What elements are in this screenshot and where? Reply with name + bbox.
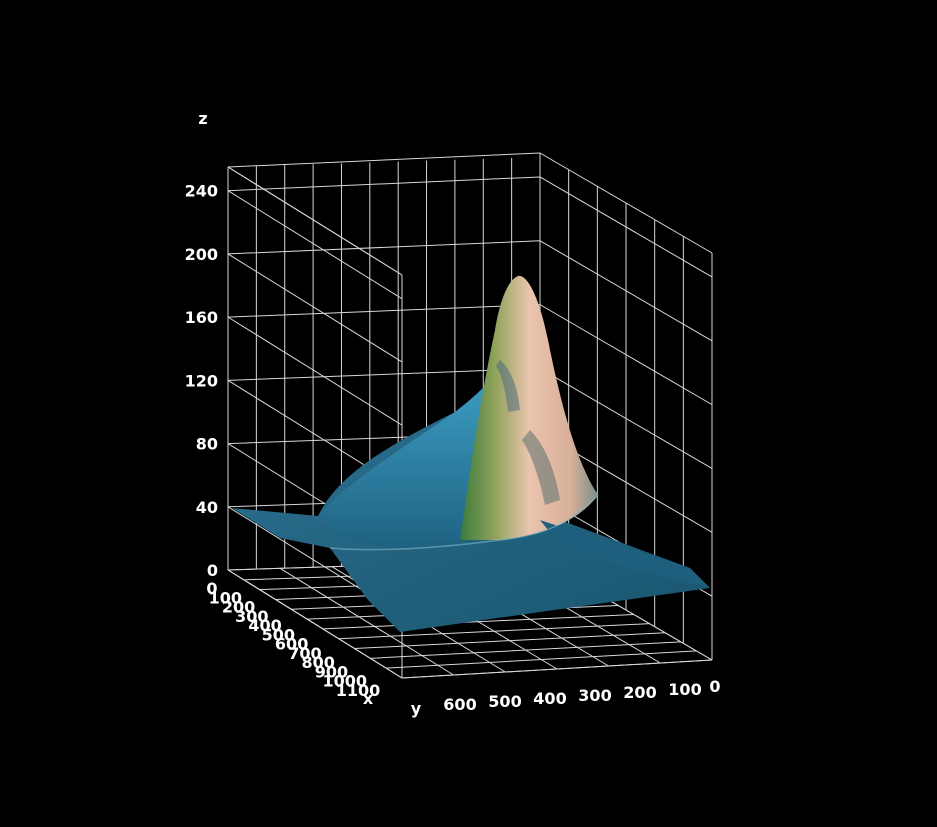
- z-tick-label: 160: [185, 308, 218, 327]
- z-grid-line: [227, 176, 541, 192]
- x-tick-label: 700: [288, 644, 321, 663]
- floor-grid-line: [279, 567, 454, 676]
- surface-shade: [522, 430, 560, 505]
- x-tick-label: 500: [262, 625, 295, 644]
- x-tick-label: 200: [222, 598, 255, 617]
- y-tick-label: 200: [623, 683, 656, 702]
- z-tick-label: 80: [196, 435, 218, 454]
- box-edge: [227, 166, 403, 276]
- y-axis-title: y: [411, 699, 422, 718]
- z-tick-label: 240: [185, 182, 218, 201]
- x-tick-label: 400: [248, 616, 281, 635]
- y-tick-label: 0: [709, 677, 720, 696]
- x-tick-label: 600: [275, 635, 308, 654]
- y-tick-label: 500: [488, 692, 521, 711]
- surface-slope: [318, 380, 505, 548]
- z-grid-line: [227, 304, 541, 318]
- x-tick-label: 1000: [322, 672, 367, 691]
- surface-shade: [496, 360, 520, 412]
- x-tick-label: 0: [206, 579, 217, 598]
- x-tick-label: 800: [301, 653, 334, 672]
- z-grid-line: [227, 152, 541, 168]
- x-tick-label: 300: [235, 607, 268, 626]
- z-grid-line: [227, 253, 403, 363]
- x-axis-title: x: [363, 689, 374, 708]
- box-edge: [401, 659, 713, 679]
- surface-peak: [460, 275, 598, 540]
- z-grid-line: [227, 316, 403, 426]
- surface-mesh: [232, 275, 710, 632]
- z-tick-label: 0: [207, 561, 218, 580]
- y-tick-label: 100: [668, 680, 701, 699]
- y-tick-label: 400: [533, 689, 566, 708]
- y-tick-label: 600: [443, 695, 476, 714]
- x-tick-label: 900: [315, 662, 348, 681]
- z-grid-line: [227, 190, 403, 300]
- surface-lip: [329, 494, 599, 551]
- x-tick-label: 100: [209, 588, 242, 607]
- z-tick-label: 200: [185, 245, 218, 264]
- z-tick-label: 120: [185, 371, 218, 390]
- x-tick-label: 1100: [336, 681, 381, 700]
- z-grid-line: [227, 240, 541, 255]
- box-edge: [227, 569, 403, 679]
- z-tick-label: 40: [196, 498, 218, 517]
- y-tick-label: 300: [578, 686, 611, 705]
- surface-skirt: [540, 520, 710, 588]
- z-axis-title: z: [198, 109, 207, 128]
